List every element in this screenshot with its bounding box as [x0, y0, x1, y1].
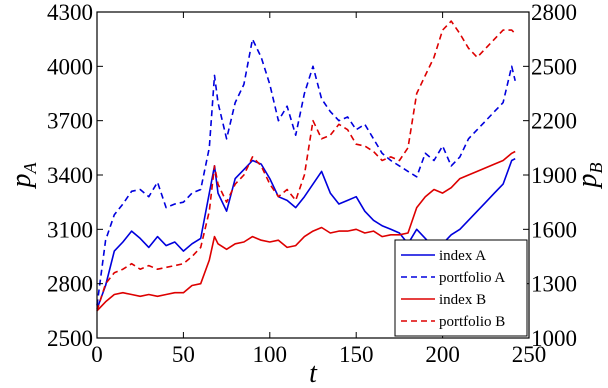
right-y-axis-title: pB	[572, 163, 606, 190]
x-axis-title: t	[309, 358, 318, 388]
x-tick-label: 50	[172, 342, 195, 367]
x-tick-label: 150	[339, 342, 374, 367]
right-y-tick-label: 1300	[531, 272, 577, 297]
left-y-axis-title: pA	[6, 162, 40, 190]
series-line-4	[96, 20, 516, 312]
series-line-2	[96, 38, 516, 306]
left-y-tick-label: 3100	[47, 217, 93, 242]
left-y-tick-label: 3400	[47, 163, 93, 188]
left-y-axis-title-subscript: A	[20, 162, 40, 175]
right-y-tick-label: 1000	[531, 326, 577, 351]
x-tick-label: 250	[512, 342, 547, 367]
right-y-tick-label: 1900	[531, 163, 577, 188]
right-y-tick-label: 2800	[531, 0, 577, 25]
right-y-axis-title-main: p	[572, 174, 603, 190]
legend-label: portfolio A	[439, 270, 505, 286]
legend-label: index B	[439, 292, 486, 308]
series-line-1	[96, 157, 516, 310]
x-tick-label: 0	[91, 342, 103, 367]
x-tick-label: 100	[253, 342, 288, 367]
right-y-tick-label: 1600	[531, 217, 577, 242]
left-y-tick-label: 4300	[47, 0, 93, 25]
right-y-tick-label: 2500	[531, 54, 577, 79]
axis-ticks: 0 50 100 150 200 250 2500 2800 3100 3400 3700 4000 4…	[47, 0, 577, 367]
legend-box	[394, 239, 528, 337]
plot-marks	[96, 20, 516, 312]
right-y-axis-title-subscript: B	[586, 163, 606, 174]
left-y-axis-title-main: p	[6, 174, 37, 190]
left-y-tick-label: 4000	[47, 54, 93, 79]
right-y-tick-label: 2200	[531, 109, 577, 134]
legend-label: index A	[439, 248, 486, 264]
left-y-tick-label: 3700	[47, 109, 93, 134]
left-y-tick-label: 2500	[47, 326, 93, 351]
legend-label: portfolio B	[439, 314, 505, 330]
legend: index A portfolio A index B portfolio B	[394, 239, 528, 337]
left-y-tick-label: 2800	[47, 272, 93, 297]
x-tick-label: 200	[425, 342, 460, 367]
series-line-3	[96, 150, 516, 312]
